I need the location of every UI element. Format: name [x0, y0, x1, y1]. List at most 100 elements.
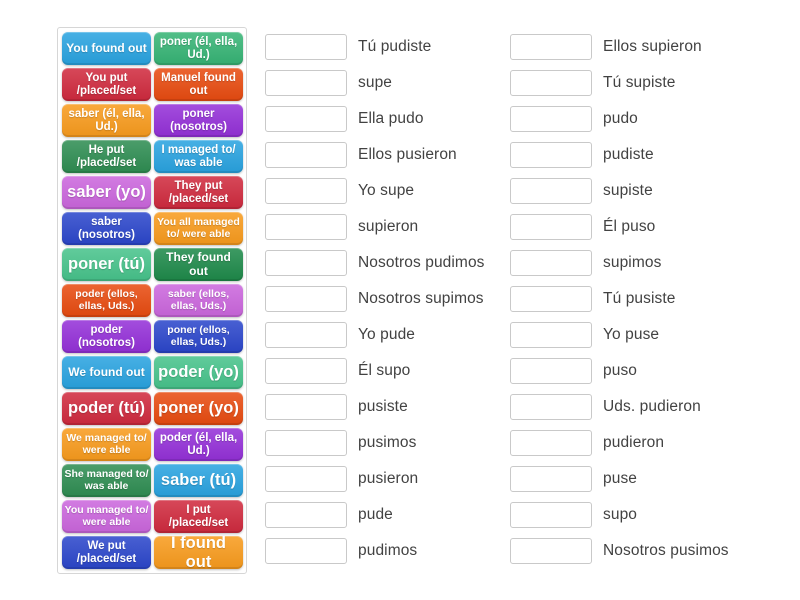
match-row: supe	[265, 65, 510, 101]
answer-drop-box[interactable]	[510, 502, 592, 528]
word-tile[interactable]: They put /placed/set	[154, 176, 243, 209]
answer-text: pudiste	[603, 146, 654, 163]
word-tile-label: We put /placed/set	[76, 539, 137, 565]
word-tile-label: I put /placed/set	[168, 503, 229, 529]
word-tile[interactable]: saber (nosotros)	[62, 212, 151, 245]
word-tile[interactable]: poner (yo)	[154, 392, 243, 425]
word-tile[interactable]: I put /placed/set	[154, 500, 243, 533]
answer-drop-box[interactable]	[510, 394, 592, 420]
match-row: Él puso	[510, 209, 755, 245]
word-tile[interactable]: poner (ellos, ellas, Uds.)	[154, 320, 243, 353]
word-tile-label: He put /placed/set	[76, 143, 137, 169]
word-tile[interactable]: saber (él, ella, Ud.)	[62, 104, 151, 137]
answer-drop-box[interactable]	[265, 286, 347, 312]
tile-board: You found out poner (él, ella, Ud.) You …	[57, 27, 247, 574]
word-tile-label: saber (yo)	[67, 183, 146, 202]
word-tile[interactable]: You put /placed/set	[62, 68, 151, 101]
answer-drop-box[interactable]	[265, 142, 347, 168]
answer-text: Ellos pusieron	[358, 146, 457, 163]
word-tile-label: saber (nosotros)	[78, 215, 135, 241]
answer-drop-box[interactable]	[265, 34, 347, 60]
word-tile-label: You put /placed/set	[76, 71, 137, 97]
match-row: Ellos supieron	[510, 29, 755, 65]
answer-drop-box[interactable]	[510, 358, 592, 384]
word-tile[interactable]: You managed to/ were able	[62, 500, 151, 533]
word-tile-label: They found out	[166, 250, 231, 278]
answer-drop-box[interactable]	[510, 250, 592, 276]
match-row: pudo	[510, 101, 755, 137]
answer-drop-box[interactable]	[510, 286, 592, 312]
answer-drop-box[interactable]	[510, 106, 592, 132]
word-tile[interactable]: poder (nosotros)	[62, 320, 151, 353]
word-tile[interactable]: saber (yo)	[62, 176, 151, 209]
answer-text: pude	[358, 506, 393, 523]
word-tile-label: You all managed to/ were able	[157, 215, 240, 240]
answer-drop-box[interactable]	[510, 322, 592, 348]
answer-text: supe	[358, 74, 393, 91]
answer-text: pusimos	[358, 434, 417, 451]
word-tile[interactable]: poner (él, ella, Ud.)	[154, 32, 243, 65]
answer-drop-box[interactable]	[265, 178, 347, 204]
match-row: supo	[510, 497, 755, 533]
answer-text: Tú pusiste	[603, 290, 676, 307]
answer-text: Él puso	[603, 218, 656, 235]
word-tile[interactable]: They found out	[154, 248, 243, 281]
answer-drop-box[interactable]	[510, 34, 592, 60]
answer-drop-box[interactable]	[510, 466, 592, 492]
word-tile[interactable]: I managed to/ was able	[154, 140, 243, 173]
word-tile[interactable]: poner (tú)	[62, 248, 151, 281]
answer-drop-box[interactable]	[265, 106, 347, 132]
answer-drop-box[interactable]	[510, 142, 592, 168]
word-tile-label: poner (ellos, ellas, Uds.)	[167, 323, 230, 348]
answer-drop-box[interactable]	[265, 70, 347, 96]
answer-text: pusiste	[358, 398, 408, 415]
answer-drop-box[interactable]	[265, 250, 347, 276]
match-row: Nosotros pusimos	[510, 533, 755, 569]
answer-drop-box[interactable]	[510, 70, 592, 96]
answer-drop-box[interactable]	[265, 394, 347, 420]
answer-drop-box[interactable]	[265, 502, 347, 528]
match-row: supiste	[510, 173, 755, 209]
answer-drop-box[interactable]	[265, 322, 347, 348]
word-tile[interactable]: He put /placed/set	[62, 140, 151, 173]
word-tile[interactable]: poder (él, ella, Ud.)	[154, 428, 243, 461]
answer-drop-box[interactable]	[265, 358, 347, 384]
match-row: Yo puse	[510, 317, 755, 353]
match-row: Ellos pusieron	[265, 137, 510, 173]
answer-drop-box[interactable]	[510, 430, 592, 456]
word-tile[interactable]: We found out	[62, 356, 151, 389]
word-tile-label: We found out	[68, 364, 145, 379]
word-tile-label: poder (yo)	[158, 363, 239, 382]
answer-text: supo	[603, 506, 638, 523]
match-row: Ella pudo	[265, 101, 510, 137]
answer-drop-box[interactable]	[265, 538, 347, 564]
answer-drop-box[interactable]	[510, 538, 592, 564]
answer-drop-box[interactable]	[510, 214, 592, 240]
answer-drop-box[interactable]	[265, 214, 347, 240]
word-tile[interactable]: poner (nosotros)	[154, 104, 243, 137]
word-tile[interactable]: We managed to/ were able	[62, 428, 151, 461]
answer-drop-box[interactable]	[265, 466, 347, 492]
word-tile-label: poner (él, ella, Ud.)	[159, 35, 238, 61]
word-tile[interactable]: You found out	[62, 32, 151, 65]
word-tile[interactable]: I found out	[154, 536, 243, 569]
word-tile[interactable]: poder (tú)	[62, 392, 151, 425]
word-tile-label: poner (tú)	[68, 255, 145, 274]
match-row: Nosotros pudimos	[265, 245, 510, 281]
match-row: pusimos	[265, 425, 510, 461]
word-tile[interactable]: You all managed to/ were able	[154, 212, 243, 245]
word-tile[interactable]: We put /placed/set	[62, 536, 151, 569]
answer-drop-box[interactable]	[265, 430, 347, 456]
word-tile[interactable]: saber (ellos, ellas, Uds.)	[154, 284, 243, 317]
answer-text: pudo	[603, 110, 638, 127]
answer-text: Nosotros supimos	[358, 290, 484, 307]
word-tile[interactable]: saber (tú)	[154, 464, 243, 497]
word-tile[interactable]: poder (ellos, ellas, Uds.)	[62, 284, 151, 317]
answer-text: puse	[603, 470, 638, 487]
answer-drop-box[interactable]	[510, 178, 592, 204]
word-tile[interactable]: poder (yo)	[154, 356, 243, 389]
word-tile-label: I found out	[171, 536, 226, 569]
answer-text: Nosotros pusimos	[603, 542, 729, 559]
word-tile[interactable]: Manuel found out	[154, 68, 243, 101]
word-tile[interactable]: She managed to/ was able	[62, 464, 151, 497]
